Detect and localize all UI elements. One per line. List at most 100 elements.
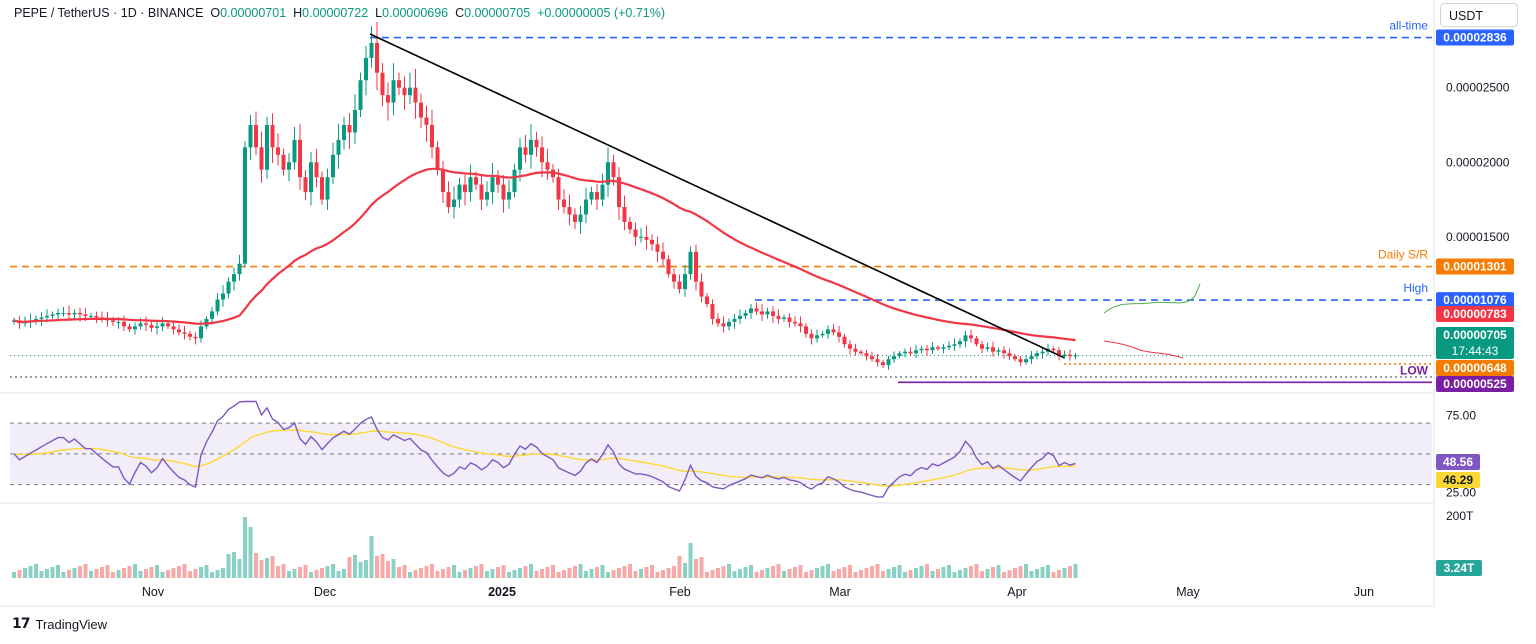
candle-body [556,177,561,200]
volume-bar [1007,570,1012,578]
volume-bar [320,568,324,578]
volume-bar [144,569,148,578]
candle-body [320,177,324,200]
candle-body [672,274,676,282]
volume-bar [650,565,654,578]
volume-bar [353,555,357,578]
close-label: C [455,6,465,20]
candle-body [914,350,918,354]
candle-body [336,139,341,155]
price-tag-label: 0.00002836 [1443,31,1507,45]
volume-bar [116,570,121,578]
candle-body [749,308,753,313]
volume-bar [171,568,176,578]
volume-bar [1002,572,1006,578]
close-value: 0.00000705 [464,6,531,20]
currency-button[interactable]: USDT [1440,3,1518,27]
volume-bar [644,567,649,578]
candle-body [930,347,935,351]
volume-bar [1068,566,1072,578]
candle-body [1002,350,1006,354]
candle-body [314,162,319,178]
volume-bar [67,570,71,578]
volume-bar [105,565,110,578]
volume-bar [215,570,220,578]
price-tag-box [1436,29,1514,46]
candle-body [1051,348,1056,351]
candle-body [397,80,401,88]
volume-bar [798,565,803,578]
volume-bar [776,564,781,578]
candle-body [56,312,60,315]
volume-bar [50,567,55,578]
price-tag-label: 0.00001301 [1443,260,1507,274]
volume-bar [930,571,935,578]
volume-bar [661,570,665,578]
volume-bar [782,571,786,578]
volume-bar [969,566,973,578]
tradingview-wordmark: TradingView [35,616,108,632]
candle-body [793,321,797,324]
candle-body [804,326,808,334]
candle-body [743,312,748,316]
high-value: 0.00000722 [302,6,369,20]
candle-body [171,326,176,330]
candle-body [1029,356,1034,360]
price-pane: all-time Daily S/R High LOW [10,19,1432,384]
price-tag-box [1436,376,1514,392]
volume-bar [402,565,407,578]
volume-bar [56,565,60,578]
candle-body [848,344,852,349]
tradingview-logo[interactable]: 17 TradingView [12,616,107,632]
volume-bar [358,562,363,578]
volume-bar [820,566,825,578]
volume-bar [606,572,610,578]
volume-bar [1073,564,1078,578]
candle-body [237,263,242,275]
volume-bar [309,572,313,578]
symbol-label[interactable]: PEPE / TetherUS · 1D · BINANCE [14,6,204,20]
volume-bar [897,565,902,578]
volume-bar [584,571,588,578]
candle-body [419,102,423,118]
volume-bar [611,570,616,578]
candle-body [606,162,610,185]
candle-body [985,347,990,349]
candle-body [468,177,473,193]
volume-bar [298,567,302,578]
candle-body [292,139,297,163]
volume-bar [380,554,385,578]
volume-value-tag: 3.24T [1444,561,1475,575]
candle-body [325,177,330,200]
candle-body [589,192,594,200]
volume-bar [666,568,671,578]
candle-body [952,344,957,346]
volume-bar [1046,565,1050,578]
candle-body [853,348,858,352]
candle-body [67,312,71,315]
candle-body [639,236,643,238]
volume-bar [61,572,66,578]
level-label: LOW [1400,363,1429,377]
candle-body [903,351,907,354]
candle-body [89,315,93,317]
candle-body [870,356,874,360]
candle-body [881,362,885,366]
volume-bar [622,566,627,578]
candle-body [452,199,456,208]
candle-body [331,154,335,178]
candle-body [144,323,148,325]
volume-bar [523,566,528,578]
candle-body [155,326,159,328]
candle-body [919,348,924,351]
volume-bar [39,571,44,578]
volume-bar [980,571,984,578]
price-tag-label: 0.00000525 [1443,377,1507,391]
price-tag-countdown: 17:44:43 [1452,344,1499,358]
candle-body [342,124,346,140]
candle-body [94,315,99,318]
volume-bar [573,566,577,578]
candle-body [837,332,841,337]
volume-bar [133,564,137,578]
